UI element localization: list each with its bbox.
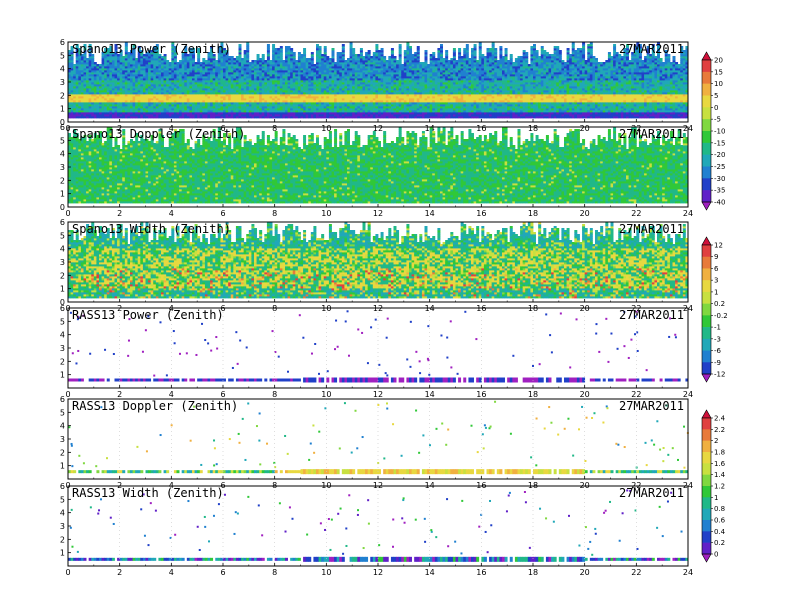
cell — [122, 56, 125, 58]
cell — [169, 62, 172, 64]
cell — [94, 62, 97, 64]
cell — [99, 64, 102, 66]
cell — [96, 64, 99, 66]
cell — [73, 64, 76, 66]
cell — [177, 62, 180, 64]
cell — [135, 58, 138, 60]
profiler-figure: 0246810121416182022240123456Spano13 Powe… — [0, 0, 792, 612]
cell — [86, 58, 89, 60]
cell — [166, 60, 169, 62]
cell — [161, 56, 164, 58]
